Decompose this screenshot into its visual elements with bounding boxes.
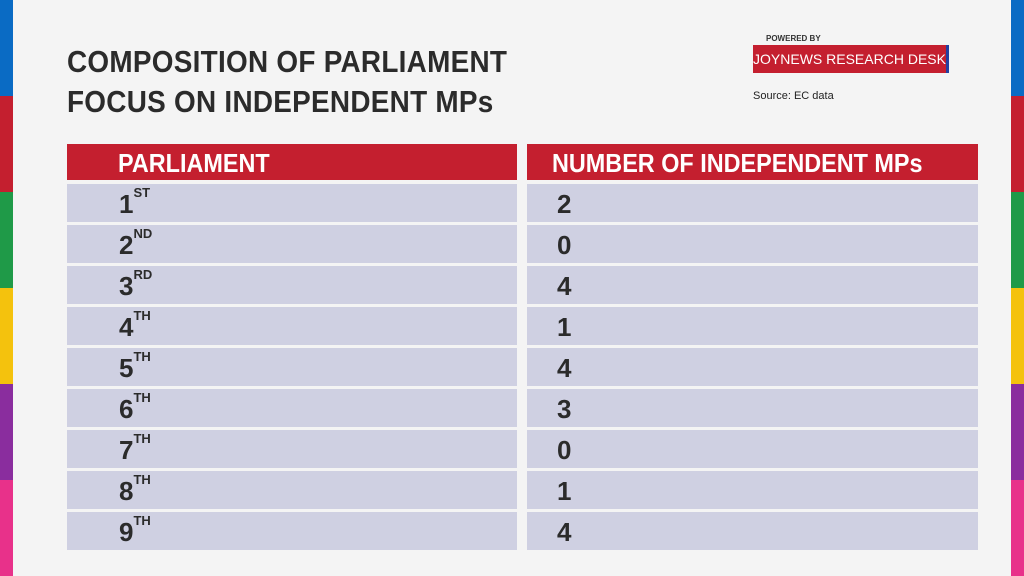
ordinal-suffix: TH bbox=[133, 349, 151, 364]
parliament-number: 7 bbox=[119, 435, 134, 465]
stripe-segment bbox=[1011, 384, 1024, 480]
ordinal-suffix: TH bbox=[133, 513, 151, 528]
parliament-cell: 8TH bbox=[67, 471, 517, 509]
ordinal-suffix: TH bbox=[133, 390, 151, 405]
stripe-segment bbox=[1011, 480, 1024, 576]
table-row: 2ND 0 bbox=[67, 225, 979, 263]
source-note: Source: EC data bbox=[753, 90, 834, 102]
title-line-1: COMPOSITION OF PARLIAMENT bbox=[67, 44, 508, 79]
stripe-segment bbox=[1011, 192, 1024, 288]
ordinal-suffix: TH bbox=[133, 431, 151, 446]
ordinal-suffix: ND bbox=[133, 226, 153, 241]
independent-mps-value: 0 bbox=[527, 225, 978, 263]
stripe-segment bbox=[0, 384, 13, 480]
parliament-cell: 5TH bbox=[67, 348, 517, 386]
table-row: 8TH 1 bbox=[67, 471, 979, 509]
independent-mps-value: 0 bbox=[527, 430, 978, 468]
parliament-cell: 2ND bbox=[67, 225, 517, 263]
independent-mps-value: 2 bbox=[527, 184, 978, 222]
parliament-cell: 4TH bbox=[67, 307, 517, 345]
stripe-segment bbox=[0, 96, 13, 192]
stripe-segment bbox=[1011, 0, 1024, 96]
column-header-parliament: PARLIAMENT bbox=[67, 144, 517, 180]
parliament-number: 1 bbox=[119, 189, 134, 219]
independent-mps-value: 3 bbox=[527, 389, 978, 427]
ordinal-suffix: RD bbox=[133, 267, 153, 282]
parliament-number: 2 bbox=[119, 230, 134, 260]
powered-by-label: POWERED BY bbox=[766, 34, 821, 43]
table-row: 1ST 2 bbox=[67, 184, 979, 222]
right-color-stripe bbox=[1011, 0, 1024, 576]
parliament-number: 6 bbox=[119, 394, 134, 424]
independent-mps-value: 4 bbox=[527, 512, 978, 550]
parliament-number: 9 bbox=[119, 517, 134, 547]
stripe-segment bbox=[1011, 288, 1024, 384]
parliament-number: 4 bbox=[119, 312, 134, 342]
parliament-number: 5 bbox=[119, 353, 134, 383]
column-header-independent-mps: NUMBER OF INDEPENDENT MPs bbox=[527, 144, 978, 180]
ordinal-suffix: ST bbox=[133, 185, 151, 200]
title-line-2: FOCUS ON INDEPENDENT MPs bbox=[67, 84, 494, 119]
independent-mps-value: 4 bbox=[527, 266, 978, 304]
parliament-cell: 3RD bbox=[67, 266, 517, 304]
parliament-cell: 9TH bbox=[67, 512, 517, 550]
parliament-cell: 7TH bbox=[67, 430, 517, 468]
column-header-independent-mps-label: NUMBER OF INDEPENDENT MPs bbox=[552, 148, 923, 178]
table-row: 7TH 0 bbox=[67, 430, 979, 468]
left-color-stripe bbox=[0, 0, 13, 576]
stripe-segment bbox=[0, 288, 13, 384]
parliament-cell: 1ST bbox=[67, 184, 517, 222]
table-row: 5TH 4 bbox=[67, 348, 979, 386]
table-row: 9TH 4 bbox=[67, 512, 979, 550]
ordinal-suffix: TH bbox=[133, 308, 151, 323]
independent-mps-value: 1 bbox=[527, 307, 978, 345]
parliament-number: 8 bbox=[119, 476, 134, 506]
column-header-parliament-label: PARLIAMENT bbox=[118, 148, 270, 178]
independent-mps-value: 4 bbox=[527, 348, 978, 386]
independent-mps-value: 1 bbox=[527, 471, 978, 509]
research-desk-badge: JOYNEWS RESEARCH DESK bbox=[753, 45, 949, 73]
page-title: COMPOSITION OF PARLIAMENT FOCUS ON INDEP… bbox=[67, 42, 507, 122]
table-row: 4TH 1 bbox=[67, 307, 979, 345]
ordinal-suffix: TH bbox=[133, 472, 151, 487]
table-row: 6TH 3 bbox=[67, 389, 979, 427]
table-row: 3RD 4 bbox=[67, 266, 979, 304]
stripe-segment bbox=[1011, 96, 1024, 192]
stripe-segment bbox=[0, 480, 13, 576]
parliament-number: 3 bbox=[119, 271, 134, 301]
stripe-segment bbox=[0, 0, 13, 96]
stripe-segment bbox=[0, 192, 13, 288]
parliament-cell: 6TH bbox=[67, 389, 517, 427]
table-body: 1ST 2 2ND 0 3RD 4 4TH 1 5TH 4 6TH 3 7TH 0 8TH 1 9TH 4 bbox=[67, 184, 979, 553]
